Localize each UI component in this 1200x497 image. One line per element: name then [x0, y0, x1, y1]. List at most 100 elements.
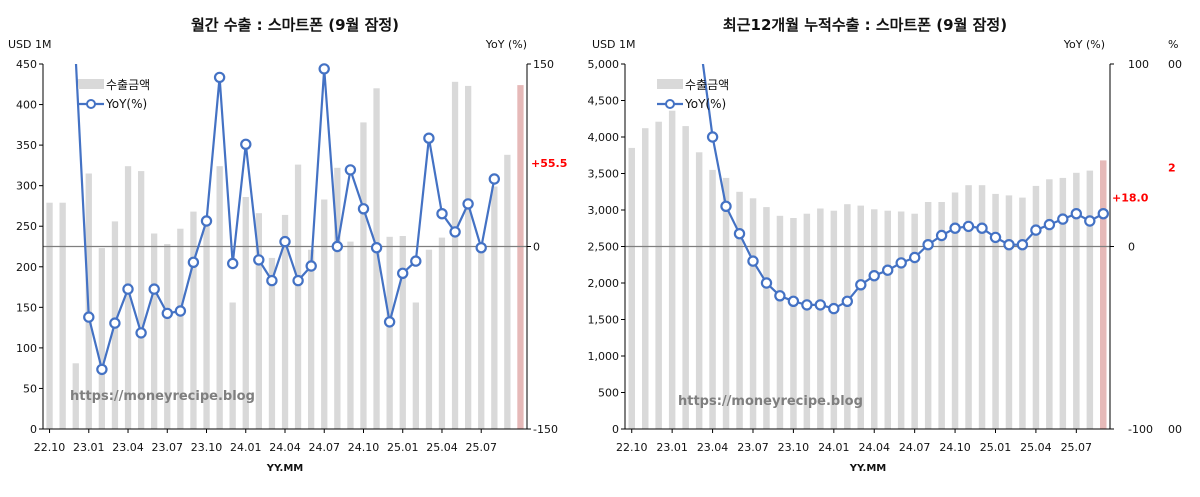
yoy-point-14 [226, 257, 239, 270]
left-tick-label: 250 [16, 220, 37, 233]
x-tick-label: 23.04 [112, 441, 144, 454]
yoy-point-9 [801, 299, 813, 311]
yoy-point-31 [1097, 207, 1110, 220]
legend-bar-label: 수출금액 [685, 78, 729, 92]
legend-line-label: YoY(%) [684, 97, 726, 111]
left-tick-label: 1,500 [588, 314, 620, 327]
bar-34 [478, 246, 485, 429]
yoy-point-6 [760, 277, 773, 289]
x-tick-label: 22.10 [616, 441, 648, 454]
yoy-point-26 [383, 316, 396, 328]
bar-28 [992, 193, 999, 429]
yoy-point-13 [855, 279, 867, 291]
right-axis-unit: YoY (%) [485, 38, 527, 51]
chart-title: 월간 수출 : 스마트폰 (9월 잠정) [191, 16, 399, 34]
yoy-point-5 [109, 317, 121, 329]
bar-19 [871, 209, 878, 429]
left-tick-label: 50 [23, 382, 37, 395]
bar-1 [46, 202, 53, 429]
yoy-point-10 [174, 305, 187, 317]
bar-26 [965, 185, 972, 429]
yoy-point-25 [1016, 238, 1029, 251]
left-axis-unit: USD 1M [8, 38, 52, 51]
legend-line-marker [86, 99, 96, 109]
bar-3 [72, 363, 79, 429]
yoy-point-23 [344, 164, 357, 176]
bar-30 [425, 249, 433, 429]
yoy-point-4 [733, 227, 746, 240]
left-tick-label: 400 [16, 99, 37, 112]
bar-10 [749, 198, 757, 429]
bar-21 [897, 211, 905, 429]
yoy-point-15 [240, 138, 252, 150]
left-tick-label: 0 [30, 423, 37, 436]
left-tick-label: 300 [16, 180, 37, 193]
left-tick-label: 5,000 [588, 58, 620, 71]
bar-8 [138, 171, 145, 429]
yoy-point-18 [922, 238, 934, 251]
x-tick-label: 25.07 [1061, 441, 1093, 454]
yoy-point-21 [962, 220, 975, 233]
yoy-point-16 [895, 257, 907, 269]
yoy-point-10 [814, 299, 827, 311]
bar-22 [321, 199, 328, 429]
bar-2 [642, 128, 649, 429]
yoy-point-19 [935, 229, 948, 242]
bar-24 [347, 241, 354, 429]
left-tick-label: 3,500 [588, 168, 620, 181]
x-tick-label: 22.10 [34, 441, 66, 454]
x-tick-label: 23.10 [191, 441, 223, 454]
yoy-point-16 [253, 254, 265, 266]
yoy-point-4 [96, 363, 108, 376]
left-tick-label: 500 [598, 387, 619, 400]
x-tick-label: 24.04 [858, 441, 890, 454]
bar-15 [817, 208, 824, 429]
yoy-point-7 [135, 327, 147, 339]
bar-18 [857, 205, 864, 429]
watermark-text: https://moneyrecipe.blog [70, 389, 255, 404]
left-tick-label: 4,000 [588, 131, 620, 144]
bar-13 [203, 215, 210, 429]
right-axis-unit-cut: % [1168, 38, 1178, 51]
x-tick-label: 24.07 [899, 441, 931, 454]
x-tick-label: 23.01 [656, 441, 688, 454]
yoy-point-28 [1057, 213, 1069, 225]
yoy-point-24 [1003, 238, 1015, 251]
bar-13 [790, 218, 797, 429]
chart-title: 최근12개월 누적수출 : 스마트폰 (9월 잠정) [723, 16, 1007, 34]
bar-19 [281, 214, 289, 429]
x-tick-label: 25.04 [426, 441, 458, 454]
yoy-point-28 [410, 255, 422, 267]
bar-17 [255, 213, 262, 429]
right-tick-label: -150 [533, 423, 558, 436]
bar-25 [360, 122, 367, 430]
bar-29 [1005, 195, 1013, 429]
yoy-point-12 [841, 295, 854, 307]
bar-9 [736, 191, 743, 430]
yoy-point-27 [1043, 218, 1056, 231]
watermark-text: https://moneyrecipe.blog [678, 394, 863, 409]
bar-27 [978, 185, 986, 429]
yoy-point-7 [774, 290, 786, 302]
left-tick-label: 100 [16, 342, 37, 355]
bar-14 [803, 213, 811, 429]
bar-6 [695, 152, 703, 430]
yoy-line [74, 64, 496, 374]
x-tick-label: 24.07 [308, 441, 340, 454]
left-tick-label: 350 [16, 139, 37, 152]
right-axis-unit: YoY (%) [1063, 38, 1105, 51]
legend-bar-swatch [657, 79, 683, 89]
x-tick-label: 24.01 [818, 441, 850, 454]
yoy-point-3 [83, 311, 95, 323]
legend-bar-swatch [78, 79, 104, 89]
x-tick-label: 23.04 [697, 441, 729, 454]
bar-11 [763, 207, 770, 429]
bar-27 [386, 236, 393, 429]
right-tick-label: 100 [1128, 58, 1149, 71]
right-tick-label: 0 [1128, 241, 1135, 254]
yoy-point-26 [1030, 224, 1042, 236]
left-tick-label: 4,500 [588, 95, 620, 108]
legend-line-marker [665, 99, 675, 109]
left-tick-label: 0 [612, 423, 619, 436]
